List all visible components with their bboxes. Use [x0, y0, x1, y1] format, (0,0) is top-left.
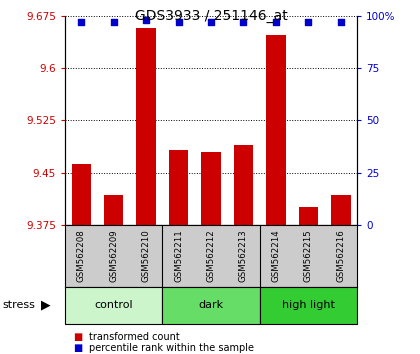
Point [305, 19, 312, 25]
Text: GSM562208: GSM562208 [77, 230, 86, 282]
Text: transformed count: transformed count [89, 332, 180, 342]
Bar [331, 195, 351, 225]
Text: GSM562216: GSM562216 [336, 230, 345, 282]
Point [78, 19, 85, 25]
Point [208, 19, 215, 25]
Bar [163, 287, 260, 324]
Text: GSM562210: GSM562210 [142, 230, 151, 282]
Point [110, 19, 117, 25]
Point [143, 17, 150, 23]
Text: dark: dark [199, 300, 223, 310]
Point [175, 19, 182, 25]
Bar [201, 152, 221, 225]
Text: stress: stress [2, 300, 35, 310]
Bar [169, 150, 188, 225]
Bar [234, 145, 253, 225]
Text: GSM562214: GSM562214 [271, 230, 281, 282]
Text: GSM562209: GSM562209 [109, 230, 118, 282]
Bar [71, 164, 91, 225]
Bar [299, 207, 318, 225]
Bar [266, 35, 286, 225]
Text: control: control [94, 300, 133, 310]
Text: GSM562212: GSM562212 [207, 230, 215, 282]
Text: GSM562213: GSM562213 [239, 230, 248, 282]
Point [240, 19, 247, 25]
Bar [136, 28, 156, 225]
Text: ▶: ▶ [41, 299, 51, 312]
Text: ■: ■ [74, 332, 83, 342]
Point [337, 19, 344, 25]
Bar [104, 195, 123, 225]
Text: GSM562211: GSM562211 [174, 230, 183, 282]
Text: high light: high light [282, 300, 335, 310]
Text: ■: ■ [74, 343, 83, 353]
Text: GDS3933 / 251146_at: GDS3933 / 251146_at [135, 9, 287, 23]
Point [273, 19, 279, 25]
Text: GSM562215: GSM562215 [304, 230, 313, 282]
Bar [260, 287, 357, 324]
Text: percentile rank within the sample: percentile rank within the sample [89, 343, 255, 353]
Bar [65, 287, 163, 324]
